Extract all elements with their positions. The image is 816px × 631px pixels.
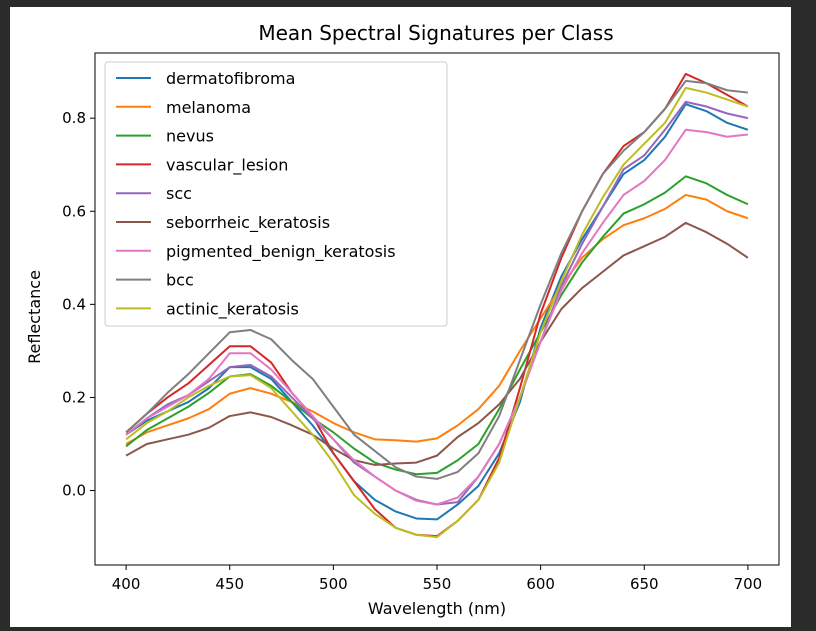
y-tick-label: 0.0	[62, 482, 86, 500]
series-line-melanoma	[125, 193, 749, 445]
chart-figure: Mean Spectral Signatures per Class 400 45…	[10, 7, 791, 627]
x-tick-label: 550	[423, 575, 452, 593]
chart-svg: Mean Spectral Signatures per Class 400 45…	[25, 21, 780, 618]
y-axis-label: Reflectance	[25, 270, 44, 364]
x-tick-label: 600	[526, 575, 555, 593]
x-tick-label: 400	[112, 575, 141, 593]
legend-entries: dermatofibroma melanoma nevus vascular_lesi…	[116, 69, 396, 319]
legend-label-seborrheic_keratosis: seborrheic_keratosis	[166, 213, 330, 233]
legend-label-bcc: bcc	[166, 271, 194, 290]
series-line-actinic_keratosis	[125, 86, 749, 539]
series-layer	[125, 72, 749, 539]
legend-label-nevus: nevus	[166, 127, 214, 146]
chart-title: Mean Spectral Signatures per Class	[258, 21, 613, 45]
y-tick-label: 0.6	[62, 202, 86, 220]
y-tick-label: 0.4	[62, 295, 86, 313]
x-tick-label: 650	[630, 575, 659, 593]
series-line-pigmented_benign_keratosis	[125, 128, 749, 506]
legend-label-pigmented_benign_keratosis: pigmented_benign_keratosis	[166, 242, 396, 262]
legend-label-melanoma: melanoma	[166, 98, 251, 117]
y-axis: 0.0 0.2 0.4 0.6 0.8	[62, 109, 95, 500]
series-line-bcc	[125, 79, 749, 480]
x-axis: 400 450 500 550 600 650 700	[112, 565, 762, 593]
legend-label-dermatofibroma: dermatofibroma	[166, 69, 295, 88]
y-tick-label: 0.2	[62, 388, 86, 406]
legend-label-scc: scc	[166, 184, 192, 203]
series-line-seborrheic_keratosis	[125, 221, 749, 466]
x-axis-label: Wavelength (nm)	[368, 599, 506, 618]
y-tick-label: 0.8	[62, 109, 86, 127]
x-tick-label: 700	[734, 575, 763, 593]
x-tick-label: 500	[319, 575, 348, 593]
window-background	[791, 7, 816, 627]
x-tick-label: 450	[215, 575, 244, 593]
legend-box	[104, 61, 448, 327]
legend: dermatofibroma melanoma nevus vascular_lesi…	[104, 61, 448, 327]
legend-label-vascular_lesion: vascular_lesion	[166, 155, 288, 175]
legend-label-actinic_keratosis: actinic_keratosis	[166, 299, 299, 319]
